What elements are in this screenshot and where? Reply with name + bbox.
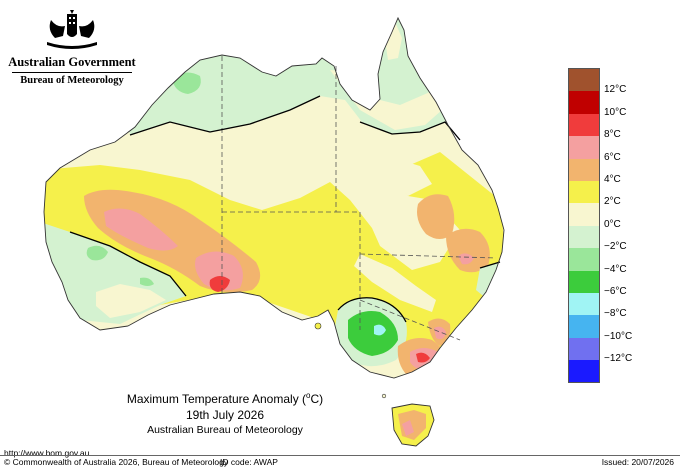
contour-nsw-coast xyxy=(479,261,501,269)
kangaroo-island xyxy=(314,322,322,330)
legend-swatch xyxy=(569,315,599,338)
legend-swatch xyxy=(569,248,599,271)
legend-label: −12°C xyxy=(604,353,633,365)
legend-label: −2°C xyxy=(604,241,627,253)
government-logo: Australian Government Bureau of Meteorol… xyxy=(8,10,136,86)
victoria-cold-region xyxy=(348,311,398,356)
qld-hot-spot xyxy=(458,253,474,265)
header-divider xyxy=(12,72,132,73)
footer-issued: Issued: 20/07/2026 xyxy=(601,457,674,467)
southwest-cold-spot-2 xyxy=(140,277,154,286)
footer-copyright: © Commonwealth of Australia 2026, Bureau… xyxy=(4,457,229,467)
legend-swatch xyxy=(569,113,599,137)
contour-north xyxy=(129,95,321,136)
legend-label: 12°C xyxy=(604,84,627,96)
footer-divider xyxy=(0,455,680,456)
legend-swatch xyxy=(569,337,599,361)
king-island xyxy=(381,393,387,399)
se-hottest-spot xyxy=(416,352,430,363)
interior-hot-region-2 xyxy=(195,251,243,291)
footer-url[interactable]: http://www.bom.gov.au xyxy=(4,448,90,458)
nsw-vic-border xyxy=(359,299,461,341)
victoria-colder-spot xyxy=(374,324,386,336)
coat-of-arms-icon xyxy=(47,10,97,49)
government-title: Australian Government xyxy=(8,55,136,69)
interior-hot-region-1 xyxy=(104,208,178,251)
bureau-title: Bureau of Meteorology xyxy=(20,75,124,86)
legend-swatch xyxy=(569,158,599,181)
footer-id-code: ID code: AWAP xyxy=(220,457,278,467)
legend-label: −10°C xyxy=(604,330,633,342)
qld-warmer-patch-1 xyxy=(417,194,455,239)
legend-label: 0°C xyxy=(604,218,621,230)
legend-swatch xyxy=(569,270,599,293)
legend-label: 6°C xyxy=(604,151,621,163)
interior-hottest-spot xyxy=(209,276,230,292)
southwest-cold-spot xyxy=(86,245,108,261)
legend-label: 4°C xyxy=(604,174,621,185)
mainland-outline xyxy=(43,16,505,379)
cape-york-neutral xyxy=(385,22,402,60)
legend-label: 8°C xyxy=(604,129,621,141)
legend-swatch xyxy=(569,136,599,159)
east-coast-neutral xyxy=(378,160,432,196)
legend-swatch xyxy=(569,180,599,204)
east-gippsland-hot xyxy=(434,326,446,340)
legend-label: −4°C xyxy=(604,263,627,275)
legend-label: −6°C xyxy=(604,286,627,297)
legend-label: 2°C xyxy=(604,196,621,208)
east-interior-neutral xyxy=(354,254,436,312)
map-date: 19th July 2026 xyxy=(185,408,265,422)
legend-swatch xyxy=(569,292,599,316)
qld-nsw-border xyxy=(359,253,497,259)
map-organisation: Australian Bureau of Meteorology xyxy=(147,424,303,436)
map-title: Maximum Temperature Anomaly (oC) xyxy=(126,391,324,406)
qld-warmer-patch-2 xyxy=(446,228,490,273)
map-title-block: Maximum Temperature Anomaly (oC) 19th Ju… xyxy=(95,388,355,437)
contour-southwest xyxy=(69,231,187,297)
legend-swatch xyxy=(569,203,599,226)
legend-label: 10°C xyxy=(604,106,627,118)
legend-swatch xyxy=(569,69,599,92)
legend-swatch xyxy=(569,225,599,249)
contour-victoria xyxy=(337,297,407,323)
legend-colorbar xyxy=(568,68,600,384)
legend-swatch xyxy=(569,91,599,114)
legend-label: −8°C xyxy=(604,308,627,320)
legend-swatch xyxy=(569,360,599,383)
tasmania xyxy=(391,403,435,447)
southwest-neutral-inner xyxy=(96,284,166,318)
tasmania-hot xyxy=(402,420,414,436)
